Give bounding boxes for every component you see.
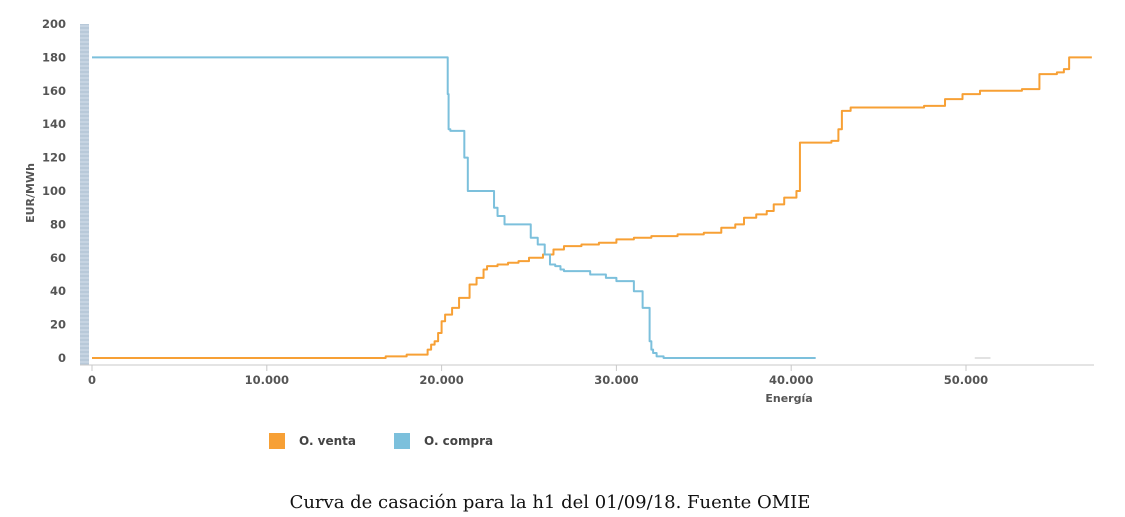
y-tick-label: 40 [50,284,66,298]
y-tick-label: 0 [58,351,66,365]
x-tick-label: 0 [88,373,96,387]
x-tick-label: 20.000 [419,373,463,387]
x-tick-label: 10.000 [245,373,289,387]
y-tick-label: 180 [42,50,66,64]
legend-swatch-venta [269,433,285,449]
legend-label-compra: O. compra [424,434,493,448]
y-tick-label: 80 [50,217,66,231]
legend-item-compra[interactable]: O. compra [394,433,493,449]
y-tick-label: 120 [42,151,66,165]
legend-label-venta: O. venta [299,434,356,448]
figure-caption: Curva de casación para la h1 del 01/09/1… [289,492,811,513]
x-tick-label: 40.000 [769,373,813,387]
y-axis-ticks: 0 20 40 60 80 100 120 140 160 180 200 [42,17,66,365]
legend-item-venta[interactable]: O. venta [269,433,356,449]
series-line-venta[interactable] [92,56,1092,359]
x-axis-ticks: 0 10.000 20.000 30.000 40.000 50.000 [88,365,988,387]
x-tick-label: 50.000 [944,373,988,387]
legend: O. venta O. compra [269,433,493,449]
x-tick-label: 30.000 [594,373,638,387]
y-tick-label: 140 [42,117,66,131]
legend-swatch-compra [394,433,410,449]
supply-demand-chart: 0 20 40 60 80 100 120 140 160 180 200 0 10.000 20.00… [24,17,1094,449]
series-layer [92,56,1092,359]
y-tick-label: 100 [42,184,66,198]
y-tick-label: 20 [50,318,66,332]
x-axis-title: Energía [765,392,812,405]
y-tick-label: 160 [42,84,66,98]
series-line-compra[interactable] [92,56,816,359]
y-tick-label: 200 [42,17,66,31]
y-tick-label: 60 [50,251,66,265]
y-axis-band-stripes [80,25,89,363]
y-axis-title: EUR/MWh [24,163,37,223]
